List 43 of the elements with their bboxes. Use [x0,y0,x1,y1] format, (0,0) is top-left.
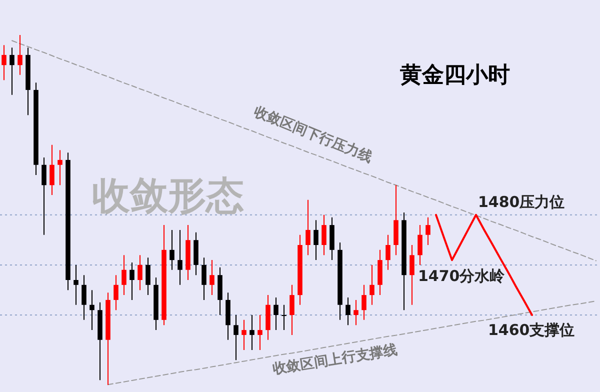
candlestick [90,290,94,331]
candlestick [290,284,294,336]
candlestick [146,257,150,296]
annotation: 收敛形态 [92,173,244,218]
annotation: 收敛区间上行支撑线 [271,342,398,378]
candlestick [170,229,174,270]
candlestick [138,254,142,291]
candlestick [282,304,286,331]
candlestick [354,299,358,326]
candlestick [250,314,254,350]
candlestick [322,214,326,256]
ref-line-label: 1470分水岭 [418,266,506,285]
candlestick [410,244,414,306]
candlestick [58,150,62,186]
candlestick [418,224,422,266]
candlestick [362,284,366,320]
candlestick [258,314,262,350]
candlestick [10,47,14,96]
ref-line-label: 1460支撑位 [488,321,575,339]
candlestick [202,257,206,300]
candlestick [274,297,278,331]
candlestick [242,319,246,350]
text: 黄金四小时 [399,63,510,88]
candlestick [234,314,238,361]
candlestick [426,216,430,246]
ref-line-label: 1480压力位 [478,192,565,211]
candlestick [386,234,390,270]
candlestick [82,274,86,320]
candlestick [50,144,54,196]
candlestick [130,262,134,300]
candlestick [74,264,78,306]
candlestick [114,274,118,311]
candlestick [370,264,374,306]
annotation: 收敛区间下行压力线 [252,104,374,166]
candlestick [122,254,126,296]
candlestick [18,34,22,76]
candlestick [178,229,182,286]
candlestick [346,297,350,326]
candlestick [42,157,46,236]
candlestick [314,220,318,261]
candlestick [210,260,214,296]
candlestick [306,199,310,256]
candlestick [2,44,6,81]
